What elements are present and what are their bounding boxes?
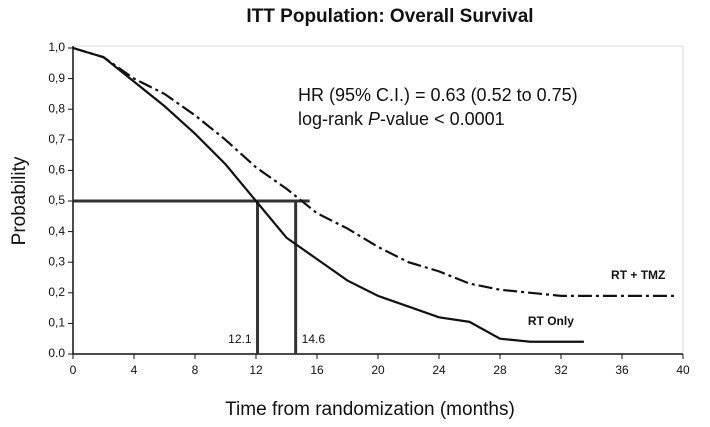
x-tick-label: 0 bbox=[70, 363, 77, 377]
survival-curve bbox=[72, 46, 676, 297]
logrank-annotation: log-rank P-value < 0.0001 bbox=[298, 109, 505, 129]
y-tick-label: 0,3 bbox=[48, 254, 65, 268]
y-tick-label: 0.0 bbox=[48, 346, 65, 360]
y-tick-label: 1,0 bbox=[48, 40, 65, 54]
x-tick-label: 20 bbox=[371, 363, 385, 377]
y-tick-label: 0,1 bbox=[48, 316, 65, 330]
y-tick-label: 0,7 bbox=[48, 132, 65, 146]
median-label: 14.6 bbox=[302, 332, 326, 346]
chart-title: ITT Population: Overall Survival bbox=[246, 6, 533, 27]
y-tick-label: 0,8 bbox=[48, 101, 65, 115]
annotation-part: P bbox=[368, 109, 380, 129]
x-tick-label: 24 bbox=[432, 363, 446, 377]
y-tick-label: 0,5 bbox=[48, 193, 65, 207]
x-axis-label: Time from randomization (months) bbox=[225, 399, 515, 420]
x-tick-label: 16 bbox=[310, 363, 324, 377]
annotation-part: -value < 0.0001 bbox=[380, 109, 505, 129]
y-tick-label: 0,6 bbox=[48, 163, 65, 177]
y-tick-label: 0,2 bbox=[48, 285, 65, 299]
median-label: 12.1 bbox=[228, 332, 252, 346]
x-tick-label: 40 bbox=[676, 363, 690, 377]
series-label: RT Only bbox=[528, 314, 574, 328]
x-tick-label: 8 bbox=[192, 363, 199, 377]
survival-curve bbox=[72, 46, 584, 343]
y-tick-label: 0,4 bbox=[48, 224, 65, 238]
x-tick-label: 28 bbox=[493, 363, 507, 377]
y-tick-label: 0,9 bbox=[48, 71, 65, 85]
x-tick-label: 36 bbox=[615, 363, 629, 377]
annotation-part: log-rank bbox=[298, 109, 368, 129]
series-label: RT + TMZ bbox=[611, 268, 665, 282]
hr-annotation: HR (95% C.I.) = 0.63 (0.52 to 0.75) bbox=[298, 85, 578, 105]
y-axis-label: Probability bbox=[9, 156, 30, 245]
x-tick-label: 4 bbox=[131, 363, 138, 377]
x-tick-label: 12 bbox=[249, 363, 263, 377]
x-tick-label: 32 bbox=[554, 363, 568, 377]
